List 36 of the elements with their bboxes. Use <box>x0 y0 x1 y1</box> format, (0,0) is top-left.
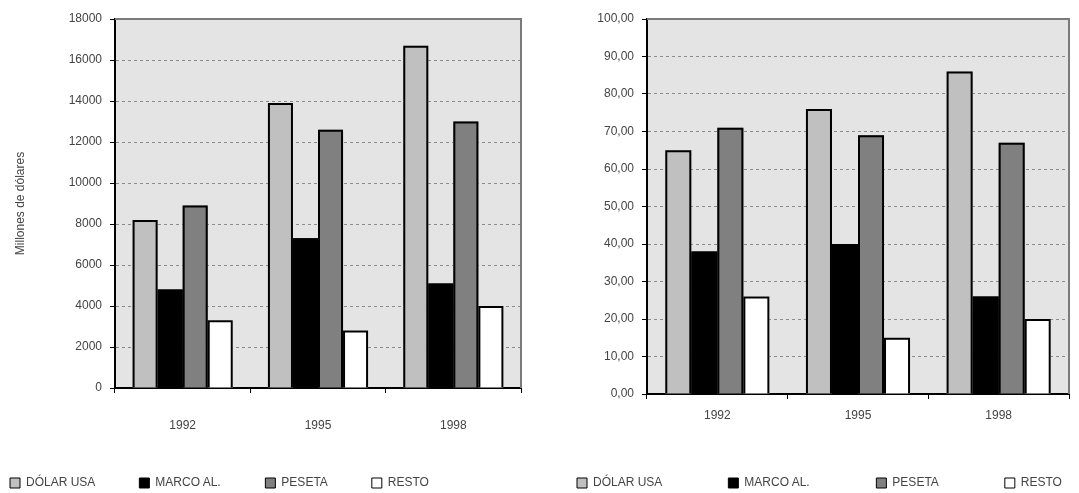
x-tick-label: 1992 <box>703 407 731 422</box>
y-tick-label: 6000 <box>75 257 103 272</box>
x-tick-label: 1995 <box>844 407 872 422</box>
x-tick-label: 1992 <box>169 417 197 432</box>
x-tick-label: 1998 <box>439 417 467 432</box>
y-tick-label: 10000 <box>68 175 103 190</box>
y-tick-label: 90,00 <box>603 48 635 63</box>
legend-label: RESTO <box>387 475 429 490</box>
legend-label: PESETA <box>281 475 328 490</box>
y-tick-label: 14000 <box>68 93 103 108</box>
x-tick-label: 1995 <box>304 417 332 432</box>
y-tick-label: 2000 <box>75 339 103 354</box>
y-tick-label: 12000 <box>68 134 103 149</box>
y-tick-label: 4000 <box>75 298 103 313</box>
legend-label: DÓLAR USA <box>593 474 663 490</box>
legend-label: MARCO AL. <box>744 475 810 490</box>
y-tick-label: 0 <box>95 380 103 395</box>
y-tick-label: 30,00 <box>603 273 635 288</box>
y-tick-label: 60,00 <box>603 161 635 176</box>
x-tick-label: 1998 <box>985 407 1013 422</box>
y-tick-label: 18000 <box>68 11 103 26</box>
y-tick-label: 50,00 <box>603 198 635 213</box>
y-tick-label: 100,00 <box>597 11 635 26</box>
y-tick-label: 0,00 <box>610 386 635 401</box>
legend-label: MARCO AL. <box>155 475 221 490</box>
y-tick-label: 20,00 <box>603 311 635 326</box>
y-tick-label: 40,00 <box>603 236 635 251</box>
y-tick-label: 10,00 <box>603 348 635 363</box>
y-tick-label: 8000 <box>75 216 103 231</box>
y-axis-title: Millones de dólares <box>12 151 27 256</box>
y-tick-label: 16000 <box>68 52 103 67</box>
legend-label: RESTO <box>1020 475 1062 490</box>
legend-label: PESETA <box>892 475 939 490</box>
y-tick-label: 70,00 <box>603 123 635 138</box>
y-tick-label: 80,00 <box>603 86 635 101</box>
legend-label: DÓLAR USA <box>26 474 96 490</box>
